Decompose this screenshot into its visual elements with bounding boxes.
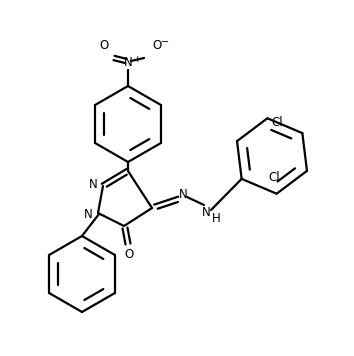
Text: O: O bbox=[152, 39, 161, 52]
Text: O: O bbox=[124, 248, 133, 262]
Text: H: H bbox=[212, 211, 221, 225]
Text: N: N bbox=[202, 205, 210, 219]
Text: N: N bbox=[124, 56, 132, 69]
Text: Cl: Cl bbox=[269, 171, 280, 184]
Text: −: − bbox=[161, 37, 169, 47]
Text: Cl: Cl bbox=[272, 116, 283, 129]
Text: +: + bbox=[133, 55, 141, 64]
Text: N: N bbox=[179, 188, 187, 201]
Text: N: N bbox=[84, 209, 92, 221]
Text: O: O bbox=[99, 39, 109, 52]
Text: N: N bbox=[88, 178, 97, 192]
